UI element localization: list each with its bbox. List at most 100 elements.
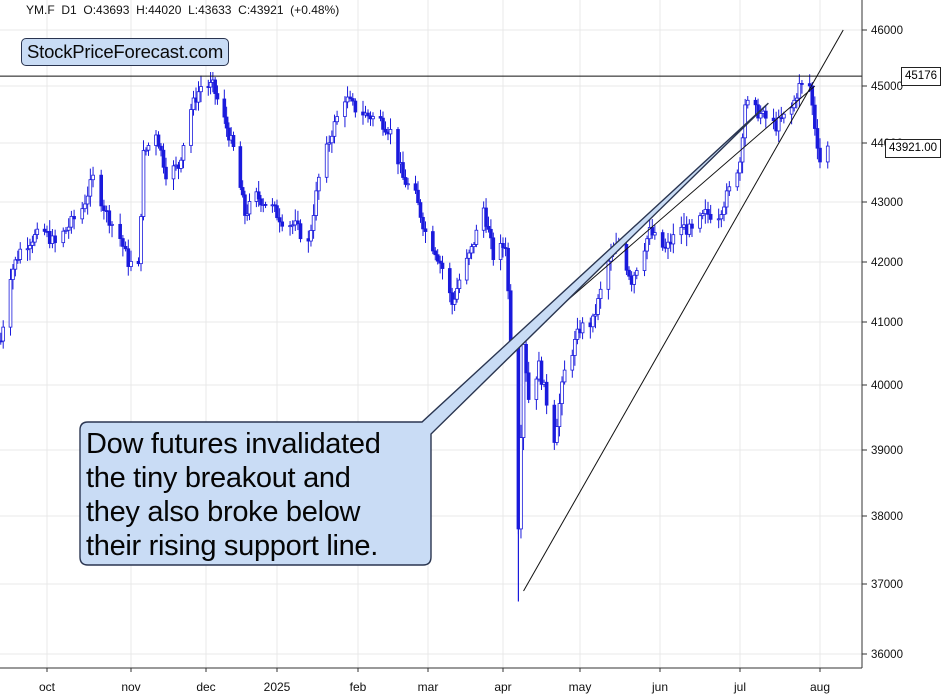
x-tick-label: aug (810, 680, 830, 694)
candle-body (526, 372, 531, 400)
candle-body (263, 204, 268, 206)
candle-body (501, 243, 505, 248)
candle-body (256, 191, 261, 200)
candle-body (738, 161, 742, 174)
ohlc-readout: O:43693 H:44020 L:43633 C:43921 (+0.48%) (83, 3, 340, 17)
candle-body (557, 403, 562, 427)
candle-body (764, 110, 768, 119)
candle-body (593, 314, 598, 317)
candle-body (164, 166, 168, 180)
candle-body (161, 149, 166, 168)
candle-body (690, 223, 694, 229)
candle-body (18, 248, 23, 260)
candle-body (91, 174, 95, 181)
x-tick-label: jun (651, 680, 668, 694)
candle-body (348, 96, 352, 99)
candle-body (314, 190, 318, 216)
candle-body (687, 223, 692, 235)
callout-line: their rising support line. (86, 530, 379, 562)
candle-body (371, 116, 375, 120)
candle-body (85, 195, 90, 205)
candle-body (580, 322, 585, 334)
callout-line: the tiny breakout and (86, 462, 351, 494)
y-tick-label: 40000 (871, 380, 903, 392)
candle-body (435, 254, 440, 262)
candle-body (433, 250, 438, 256)
candle-body (406, 183, 410, 186)
x-tick-label: apr (494, 680, 511, 694)
candle-body (797, 83, 802, 99)
candle-body (53, 235, 57, 244)
candle-body (99, 174, 103, 207)
candle-body (107, 210, 112, 226)
candle-body (335, 116, 339, 123)
x-tick-label: may (569, 680, 592, 694)
candle-body (243, 194, 247, 216)
candle-body (15, 259, 20, 261)
candle-body (624, 244, 629, 271)
annotation-callout-box (79, 102, 769, 566)
callout-line: Dow futures invalidated (86, 428, 381, 460)
candle-body (555, 426, 559, 443)
candle-body (280, 221, 285, 227)
candle-body (491, 237, 496, 260)
trend-lines (0, 29, 862, 592)
candle-body (272, 204, 277, 207)
candle-body (452, 298, 457, 305)
candle-body (189, 109, 193, 146)
candle-body (35, 228, 40, 235)
candle-body (700, 213, 705, 217)
y-tick-label: 39000 (871, 445, 903, 457)
candle-body (277, 217, 282, 223)
candle-body (653, 232, 657, 236)
candle-body (275, 205, 279, 219)
candle-body (388, 129, 393, 135)
candle-body (575, 328, 580, 340)
candle-body (825, 145, 830, 163)
candle-body (598, 288, 603, 299)
y-tick-label: 46000 (871, 25, 903, 37)
candle-body (719, 214, 724, 220)
candle-body (474, 229, 479, 245)
candle-body (596, 298, 600, 315)
x-tick-label: mar (418, 680, 439, 694)
candle-body (727, 186, 732, 192)
candle-body (25, 248, 30, 251)
candle-body (489, 228, 493, 239)
candle-body (722, 206, 726, 215)
candle-body (467, 252, 471, 259)
candle-body (771, 117, 776, 122)
candle-body (181, 145, 186, 161)
candle-body (818, 147, 822, 163)
candle-body (789, 107, 794, 115)
candle-body (591, 315, 595, 328)
candle-body (247, 201, 252, 215)
candle-body (129, 260, 133, 267)
candle-body (231, 135, 236, 148)
candle-body (807, 83, 812, 87)
candle-body (521, 343, 526, 438)
candle-body (401, 162, 405, 178)
candle-body (552, 404, 557, 443)
candle-body (330, 135, 334, 144)
symbol-label: YM.F (26, 3, 55, 17)
candle-body (208, 82, 213, 88)
candle-body (42, 228, 47, 232)
candle-body (457, 279, 462, 289)
candle-body (508, 290, 513, 347)
candle-body (126, 248, 131, 267)
callout-line: they also broke below (86, 496, 361, 528)
candle-body (215, 93, 220, 100)
candle-body (519, 437, 523, 530)
candle-body (238, 146, 243, 188)
candle-body (815, 128, 820, 149)
candle-body (416, 189, 420, 204)
candle-body (290, 224, 295, 227)
timeframe-label: D1 (61, 3, 77, 17)
candle-body (660, 232, 665, 248)
candle-body (121, 238, 125, 247)
candle-body (350, 98, 355, 102)
candle-body (179, 159, 183, 169)
candle-body (324, 143, 329, 178)
x-tick-label: dec (196, 680, 215, 694)
